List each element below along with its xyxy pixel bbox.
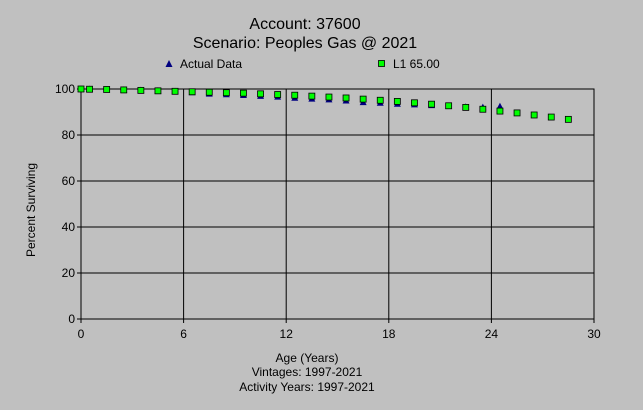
actual-data-point bbox=[496, 102, 504, 110]
l1-curve-point bbox=[530, 111, 538, 119]
l1-curve-point bbox=[274, 91, 282, 98]
y-tick-label: 80 bbox=[62, 128, 76, 142]
l1-curve-point bbox=[445, 102, 453, 110]
y-tick-label: 100 bbox=[55, 82, 75, 96]
legend-marker-l1-curve bbox=[378, 60, 385, 67]
l1-curve-point bbox=[291, 91, 299, 99]
chart-title: Account: 37600 bbox=[249, 16, 360, 33]
footer-line-1: Vintages: 1997-2021 bbox=[252, 365, 363, 379]
x-tick-label: 0 bbox=[78, 327, 85, 341]
l1-curve-point bbox=[393, 98, 401, 105]
y-axis-label: Percent Surviving bbox=[24, 163, 38, 257]
l1-curve-point bbox=[240, 89, 247, 97]
l1-curve-point bbox=[137, 86, 145, 94]
l1-curve-point bbox=[428, 100, 435, 108]
y-tick-label: 20 bbox=[62, 266, 76, 280]
l1-curve-point bbox=[120, 86, 128, 94]
legend-label-l1-curve: L1 65.00 bbox=[393, 57, 440, 71]
x-tick-label: 12 bbox=[280, 327, 294, 341]
x-tick-label: 30 bbox=[587, 327, 601, 341]
l1-curve-point bbox=[342, 94, 350, 102]
x-tick-label: 24 bbox=[485, 327, 499, 341]
l1-curve-point bbox=[222, 89, 230, 97]
l1-curve-point bbox=[564, 115, 572, 123]
y-tick-label: 0 bbox=[68, 312, 75, 326]
x-tick-label: 6 bbox=[180, 327, 187, 341]
l1-curve-point bbox=[325, 93, 333, 101]
l1-curve-point bbox=[257, 90, 264, 98]
legend-label-actual-data: Actual Data bbox=[180, 57, 242, 71]
x-axis-label: Age (Years) bbox=[276, 351, 339, 365]
l1-curve-point bbox=[513, 109, 521, 117]
footer-line-2: Activity Years: 1997-2021 bbox=[239, 380, 375, 394]
l1-curve-point bbox=[479, 105, 487, 113]
l1-curve-point bbox=[462, 104, 470, 111]
y-tick-label: 60 bbox=[62, 174, 76, 188]
chart-subtitle: Scenario: Peoples Gas @ 2021 bbox=[193, 35, 417, 52]
l1-curve-point bbox=[77, 85, 85, 93]
legend-marker-actual-data bbox=[165, 60, 173, 67]
l1-curve-point bbox=[188, 88, 196, 96]
l1-curve-point bbox=[496, 107, 504, 115]
l1-curve-point bbox=[411, 99, 418, 107]
l1-curve-point bbox=[154, 87, 162, 95]
l1-curve-point bbox=[547, 113, 555, 121]
l1-curve-point bbox=[103, 86, 111, 93]
x-tick-label: 18 bbox=[382, 327, 396, 341]
plot-area bbox=[80, 88, 595, 320]
y-tick-label: 40 bbox=[62, 220, 76, 234]
l1-curve-point bbox=[86, 85, 93, 93]
l1-curve-point bbox=[171, 87, 179, 95]
l1-curve-point bbox=[205, 88, 213, 96]
l1-curve-point bbox=[308, 92, 316, 100]
l1-curve-point bbox=[359, 95, 367, 103]
l1-curve-point bbox=[376, 96, 384, 104]
